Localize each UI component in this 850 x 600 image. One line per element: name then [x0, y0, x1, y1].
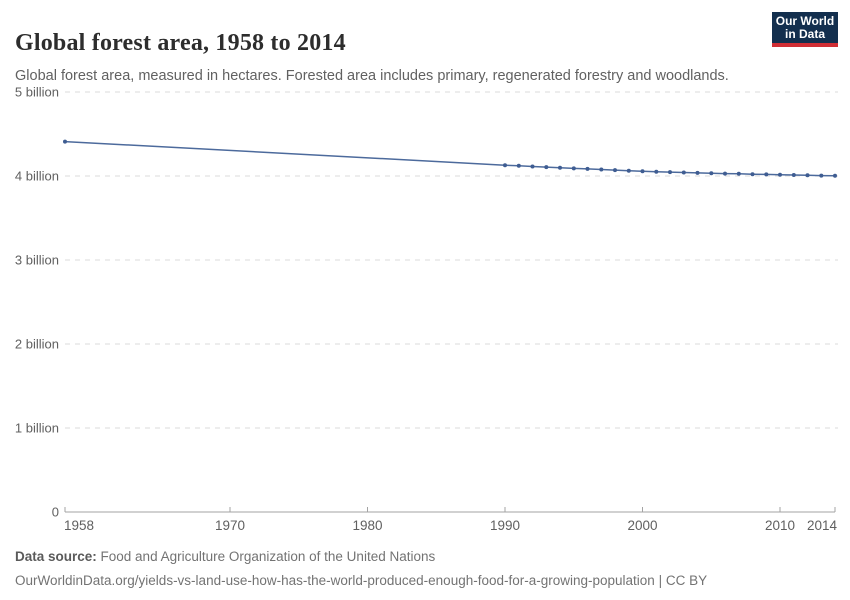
y-axis-tick-label: 2 billion: [15, 337, 59, 352]
data-point[interactable]: [640, 169, 645, 174]
data-point[interactable]: [695, 170, 700, 175]
owid-logo-line2: in Data: [784, 26, 825, 41]
data-point[interactable]: [571, 166, 576, 171]
data-source-text: Food and Agriculture Organization of the…: [96, 549, 436, 564]
data-point[interactable]: [668, 170, 672, 175]
data-point[interactable]: [63, 139, 67, 144]
data-point[interactable]: [778, 172, 782, 177]
data-point[interactable]: [654, 169, 659, 174]
data-point[interactable]: [723, 171, 727, 176]
data-point[interactable]: [819, 173, 824, 178]
x-axis-tick-label: 1990: [490, 518, 520, 533]
data-point[interactable]: [503, 163, 507, 168]
y-axis-tick-label: 5 billion: [15, 85, 59, 100]
data-point[interactable]: [750, 172, 755, 177]
data-point[interactable]: [613, 168, 617, 173]
x-axis-tick-label: 2000: [627, 518, 657, 533]
x-axis-tick-label: 1980: [352, 518, 382, 533]
chart-subtitle: Global forest area, measured in hectares…: [15, 67, 729, 84]
forest-area-line[interactable]: [64, 140, 836, 177]
data-point[interactable]: [805, 173, 810, 178]
y-axis-tick-label: 0: [52, 505, 59, 520]
data-point[interactable]: [558, 165, 562, 170]
data-point[interactable]: [530, 164, 535, 169]
data-source-label: Data source:: [15, 549, 97, 564]
chart-footer: Data source: Food and Agriculture Organi…: [15, 546, 835, 591]
owid-logo[interactable]: Our World in Data: [772, 12, 838, 47]
data-point[interactable]: [599, 167, 604, 172]
chart-title: Global forest area, 1958 to 2014: [15, 30, 346, 57]
x-axis-tick-label: 1970: [215, 518, 245, 533]
data-point[interactable]: [626, 168, 631, 173]
data-source-row: Data source: Food and Agriculture Organi…: [15, 546, 835, 568]
data-point[interactable]: [833, 173, 837, 178]
data-point[interactable]: [764, 172, 769, 177]
x-axis-tick-label: 2014: [807, 518, 838, 533]
data-point[interactable]: [736, 171, 741, 176]
data-point[interactable]: [681, 170, 686, 175]
data-point[interactable]: [544, 165, 549, 170]
x-axis-tick-label: 2010: [765, 518, 795, 533]
owid-logo-line1: Our World: [775, 13, 835, 28]
data-point[interactable]: [709, 171, 714, 176]
x-axis-tick-label: 1958: [64, 518, 94, 533]
data-point[interactable]: [585, 166, 590, 171]
citation-link[interactable]: OurWorldinData.org/yields-vs-land-use-ho…: [15, 572, 708, 588]
y-axis-tick-label: 3 billion: [15, 253, 59, 268]
data-point[interactable]: [791, 173, 796, 177]
y-axis-tick-label: 4 billion: [15, 169, 59, 184]
y-axis-tick-label: 1 billion: [15, 421, 59, 436]
data-point[interactable]: [516, 163, 521, 168]
